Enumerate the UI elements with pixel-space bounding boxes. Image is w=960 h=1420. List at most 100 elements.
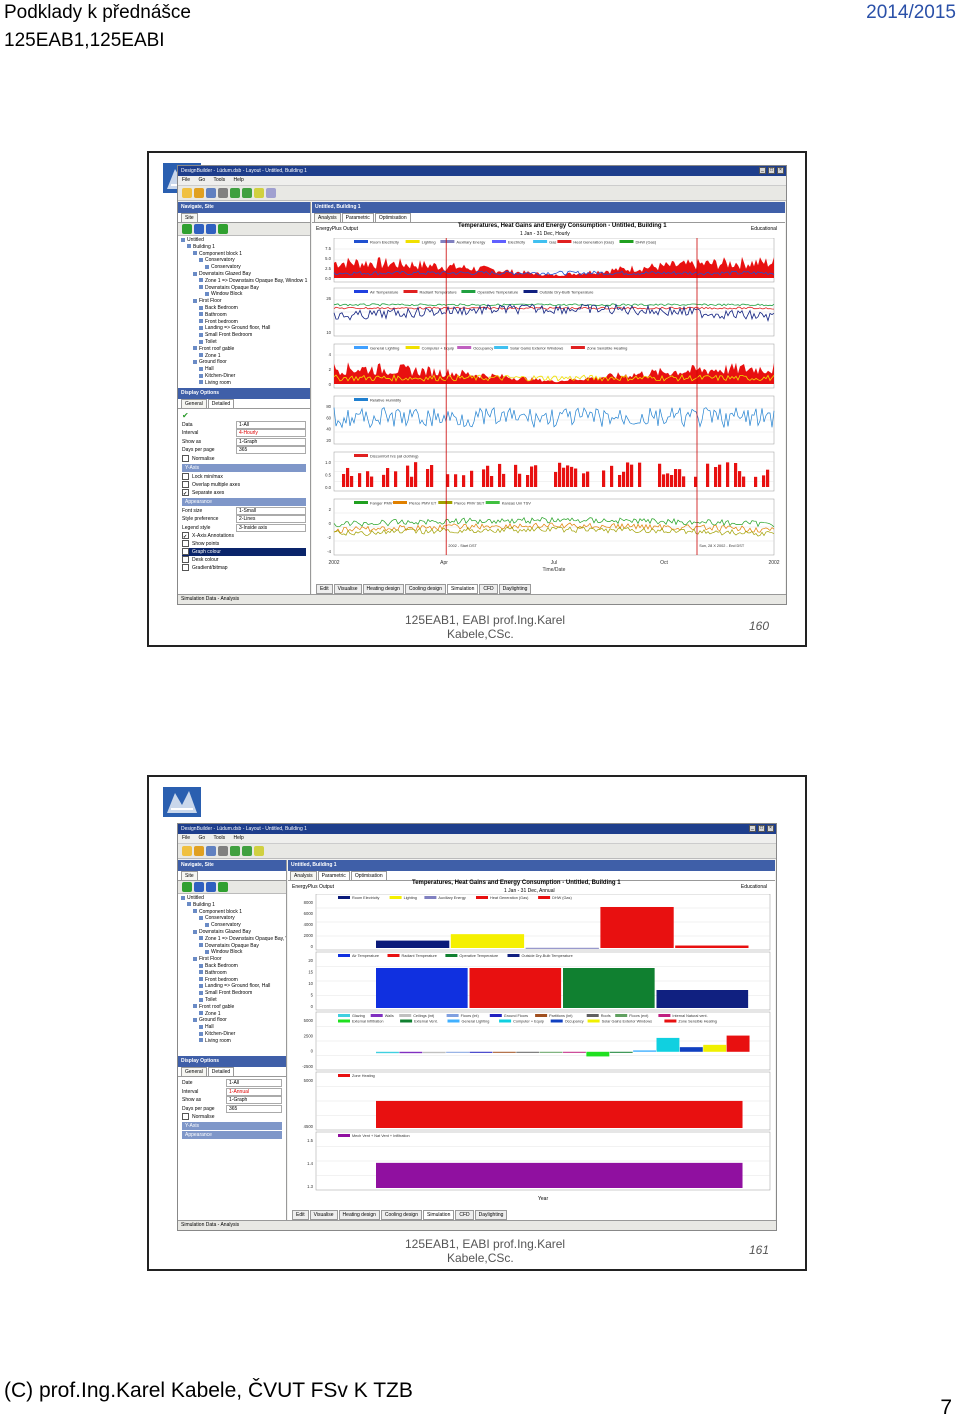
tab-detailed[interactable]: Detailed bbox=[207, 1067, 235, 1076]
separate-axes-checkbox[interactable]: ✓ Separate axes bbox=[182, 488, 225, 497]
tree-item[interactable]: Downstairs Glazed Bay bbox=[181, 271, 307, 278]
tree-item[interactable]: Landing => Ground floor, Hall bbox=[181, 983, 283, 990]
tab-daylighting[interactable]: Daylighting bbox=[498, 584, 532, 594]
tab-simulation[interactable]: Simulation bbox=[423, 1210, 455, 1220]
yaxis-group[interactable]: Y-Axis bbox=[182, 463, 306, 472]
tree-item[interactable]: Front bedroom bbox=[181, 977, 283, 984]
menu-file[interactable]: File bbox=[182, 835, 191, 841]
print-icon[interactable] bbox=[218, 188, 228, 198]
tab-cfd[interactable]: CFD bbox=[479, 584, 498, 594]
normalise-checkbox[interactable]: Normalise bbox=[182, 454, 306, 463]
tab-cooling-design[interactable]: Cooling design bbox=[380, 1210, 422, 1220]
tab-optimisation[interactable]: Optimisation bbox=[374, 213, 411, 222]
option-row[interactable]: Days per page 365 bbox=[182, 446, 306, 455]
tree-item[interactable]: Bathroom bbox=[181, 970, 283, 977]
option-row[interactable]: Data 1-All bbox=[182, 420, 306, 430]
option-row[interactable]: Days per page 365 bbox=[182, 1104, 282, 1114]
tree-item[interactable]: Ground floor bbox=[181, 1017, 283, 1024]
tab-analysis[interactable]: Analysis bbox=[290, 871, 317, 880]
tool-icon[interactable] bbox=[254, 846, 264, 856]
option-row[interactable]: Legend style 3-Inside axis bbox=[182, 523, 306, 533]
undo-icon[interactable] bbox=[230, 188, 240, 198]
tree-item[interactable]: Conservatory bbox=[181, 922, 283, 929]
open-folder-icon[interactable] bbox=[194, 846, 204, 856]
tree-item[interactable]: Window Block bbox=[181, 949, 283, 956]
save-icon[interactable] bbox=[206, 846, 216, 856]
tab-edit[interactable]: Edit bbox=[292, 1210, 309, 1220]
tab-site[interactable]: Site bbox=[181, 871, 198, 880]
print-icon[interactable] bbox=[218, 846, 228, 856]
minimize-icon[interactable]: _ bbox=[759, 167, 766, 174]
appearance-group[interactable]: Appearance bbox=[182, 497, 306, 506]
tab-visualise[interactable]: Visualise bbox=[333, 584, 362, 594]
option-row[interactable]: Interval 1-Annual bbox=[182, 1087, 282, 1097]
tab-visualise[interactable]: Visualise bbox=[309, 1210, 338, 1220]
graph-colour-option[interactable]: Graph colour bbox=[182, 548, 306, 557]
menu-help[interactable]: Help bbox=[233, 835, 244, 841]
refresh-icon[interactable] bbox=[218, 882, 228, 892]
save-icon[interactable] bbox=[206, 188, 216, 198]
tree-item[interactable]: First Floor bbox=[181, 956, 283, 963]
arrow-right-icon[interactable] bbox=[182, 224, 192, 234]
lock-minmax-checkbox[interactable]: Lock min/max bbox=[182, 472, 306, 481]
tab-optimisation[interactable]: Optimisation bbox=[350, 871, 387, 880]
tree-item[interactable]: Living room bbox=[181, 1038, 283, 1045]
yaxis-group[interactable]: Y-Axis bbox=[182, 1122, 282, 1130]
tree-item[interactable]: Zone 1 bbox=[181, 353, 307, 360]
tree-item[interactable]: Ground floor bbox=[181, 359, 307, 366]
tree-item[interactable]: Back Bedroom bbox=[181, 963, 283, 970]
new-file-icon[interactable] bbox=[182, 188, 192, 198]
tree-item[interactable]: Small Front Bedroom bbox=[181, 332, 307, 339]
tree-item[interactable]: Downstairs Opaque Bay bbox=[181, 285, 307, 292]
gradient-bitmap-option[interactable]: Gradient/bitmap bbox=[182, 564, 306, 572]
redo-icon[interactable] bbox=[242, 846, 252, 856]
tree-item[interactable]: Front bedroom bbox=[181, 319, 307, 326]
tree-item[interactable]: Zone 1 bbox=[181, 1011, 283, 1018]
tree-item[interactable]: Zone 1 => Downstairs Opaque Bay, Window … bbox=[181, 278, 307, 285]
tab-cooling-design[interactable]: Cooling design bbox=[404, 584, 446, 594]
tab-detailed[interactable]: Detailed bbox=[207, 398, 235, 408]
tab-heating-design[interactable]: Heating design bbox=[338, 1210, 380, 1220]
arrow-left-icon[interactable] bbox=[194, 224, 204, 234]
tree-item[interactable]: Bathroom bbox=[181, 312, 307, 319]
tree-item[interactable]: Landing => Ground floor, Hall bbox=[181, 325, 307, 332]
tab-heating-design[interactable]: Heating design bbox=[362, 584, 404, 594]
new-file-icon[interactable] bbox=[182, 846, 192, 856]
tree-item[interactable]: Window Block bbox=[181, 291, 307, 298]
menu-tools[interactable]: Tools bbox=[213, 177, 226, 183]
close-icon[interactable]: × bbox=[767, 825, 774, 832]
menu-go[interactable]: Go bbox=[198, 835, 206, 841]
arrow-left-icon[interactable] bbox=[194, 882, 204, 892]
normalise-checkbox[interactable]: Normalise bbox=[182, 1113, 282, 1121]
arrow-forward-icon[interactable] bbox=[206, 224, 216, 234]
option-row[interactable]: Font size 1-Small bbox=[182, 506, 306, 516]
tree-item[interactable]: Hall bbox=[181, 366, 307, 373]
tree-item[interactable]: Back Bedroom bbox=[181, 305, 307, 312]
tree-item[interactable]: First Floor bbox=[181, 298, 307, 305]
tree-item[interactable]: Toilet bbox=[181, 339, 307, 346]
overlap-axes-checkbox[interactable]: Overlap multiple axes bbox=[182, 480, 306, 489]
tree-item[interactable]: Component block 1 bbox=[181, 251, 307, 258]
tree-item[interactable]: Building 1 bbox=[181, 244, 307, 251]
close-icon[interactable]: × bbox=[777, 167, 784, 174]
apply-check-icon[interactable]: ✔ bbox=[182, 410, 189, 420]
menu-file[interactable]: File bbox=[182, 177, 191, 183]
option-row[interactable]: Date 1-All bbox=[182, 1079, 282, 1088]
tab-site[interactable]: Site bbox=[181, 213, 198, 222]
tab-general[interactable]: General bbox=[181, 398, 207, 408]
tree-item[interactable]: Conservatory bbox=[181, 264, 307, 271]
menu-help[interactable]: Help bbox=[233, 177, 244, 183]
refresh-icon[interactable] bbox=[218, 224, 228, 234]
option-row[interactable]: Show as 1-Graph bbox=[182, 437, 306, 447]
tab-parametric[interactable]: Parametric bbox=[317, 871, 350, 880]
tree-item[interactable]: Component block 1 bbox=[181, 909, 283, 916]
tool-icon[interactable] bbox=[254, 188, 264, 198]
open-folder-icon[interactable] bbox=[194, 188, 204, 198]
menu-go[interactable]: Go bbox=[198, 177, 206, 183]
tree-item[interactable]: Downstairs Opaque Bay bbox=[181, 943, 283, 950]
menu-tools[interactable]: Tools bbox=[213, 835, 226, 841]
tab-edit[interactable]: Edit bbox=[316, 584, 333, 594]
tree-item[interactable]: Conservatory bbox=[181, 257, 307, 264]
tree-item[interactable]: Kitchen-Diner bbox=[181, 1031, 283, 1038]
redo-icon[interactable] bbox=[242, 188, 252, 198]
